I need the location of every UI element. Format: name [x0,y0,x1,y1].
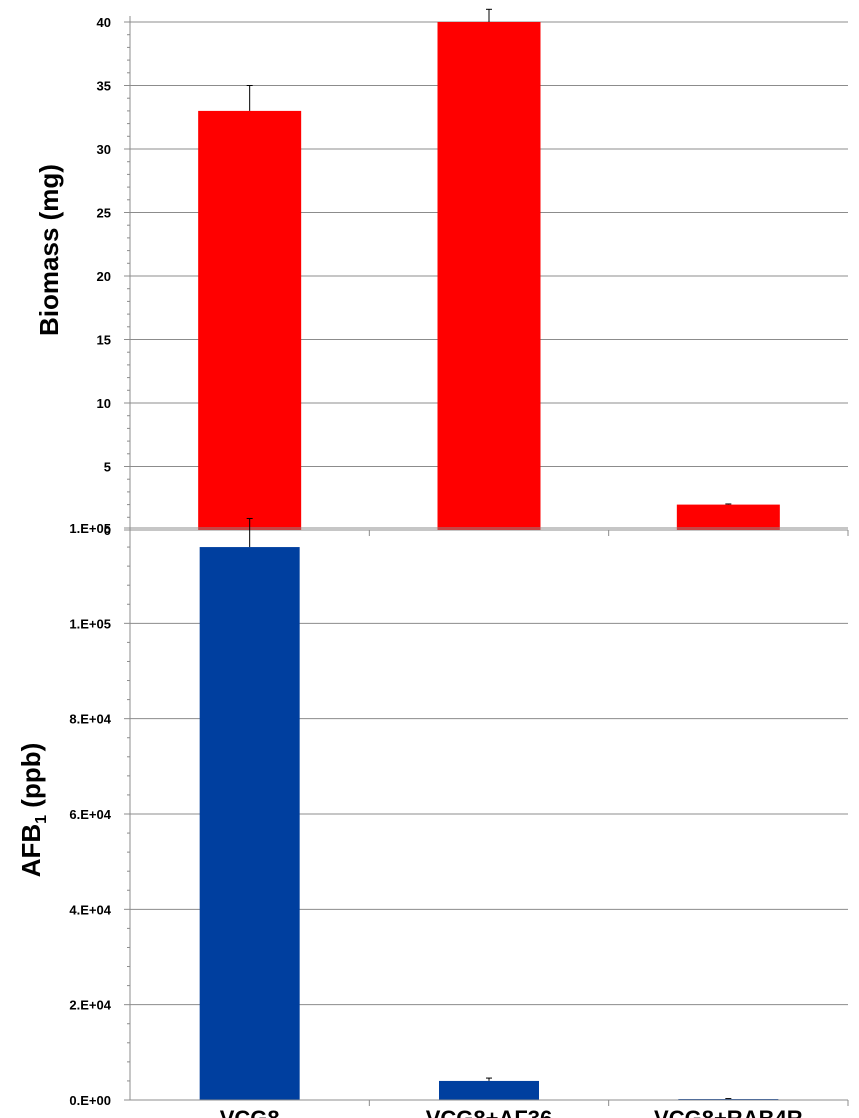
afb1-axis-title-main: AFB [16,824,46,877]
x-category-label: VCG8 [220,1106,280,1118]
y-tick-label: 15 [97,333,111,348]
y-tick-label: 4.E+04 [69,902,111,917]
y-tick-label: 1.E+05 [69,616,111,631]
y-tick-label: 25 [97,206,111,221]
x-category-label: VCG8+AF36 [426,1106,553,1118]
bar-vcg8 [199,547,300,1100]
y-tick-label: 30 [97,142,111,157]
y-tick-label: 5 [104,460,111,475]
y-tick-label: 0.E+00 [69,1093,111,1108]
afb1-panel: 0.E+00 2.E+04 4.E+04 6.E+04 8.E+04 1.E+05 1.E+… [69,517,849,1118]
biomass-axis-title: Biomass (mg) [34,164,64,336]
y-tick-label: 20 [97,269,111,284]
bar-vcg8 [198,110,302,531]
afb1-axis-title: AFB1 (ppb) [16,743,50,878]
afb1-axis-title-subscript: 1 [33,815,50,824]
y-tick-label: 0 [104,523,111,538]
y-tick-label: 40 [97,15,111,30]
x-category-label: VCG8+RAB4R [654,1106,803,1118]
y-tick-label: 10 [97,396,111,411]
bar-vcg8-rab4r [676,504,780,530]
y-tick-label: 6.E+04 [69,807,111,822]
bar-vcg8-af36 [439,1080,539,1100]
biomass-panel: 0 5 10 15 20 25 30 35 40 [97,8,849,538]
y-tick-label: 35 [97,79,111,94]
y-tick-label: 2.E+04 [69,998,111,1013]
afb1-axis-title-unit: (ppb) [16,743,46,815]
y-tick-label: 8.E+04 [69,712,111,727]
y-tick-label: 1.E+05 [69,521,111,536]
bar-vcg8-af36 [437,22,541,530]
